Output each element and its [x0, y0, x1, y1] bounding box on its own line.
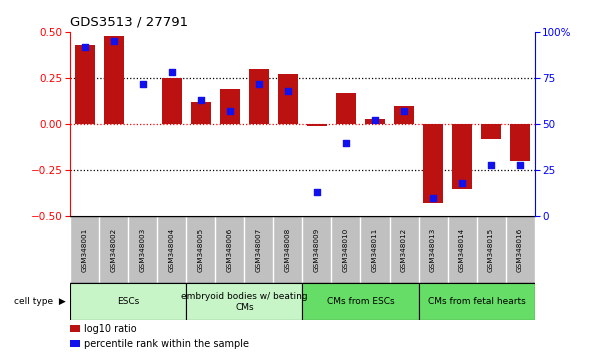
Text: GSM348011: GSM348011 — [372, 228, 378, 272]
Text: GSM348008: GSM348008 — [285, 228, 291, 272]
Bar — [249, 69, 269, 124]
Point — [109, 38, 119, 44]
Text: GSM348016: GSM348016 — [517, 228, 523, 272]
Text: GSM348007: GSM348007 — [256, 228, 262, 272]
Bar — [510, 124, 530, 161]
Text: GSM348003: GSM348003 — [140, 228, 146, 272]
Text: GSM348005: GSM348005 — [198, 228, 204, 272]
Bar — [365, 119, 385, 124]
Bar — [191, 102, 211, 124]
Point — [254, 81, 264, 86]
Bar — [336, 93, 356, 124]
Bar — [70, 284, 186, 320]
Text: GSM348014: GSM348014 — [459, 228, 465, 272]
Text: log10 ratio: log10 ratio — [84, 324, 137, 334]
Text: GSM348002: GSM348002 — [111, 228, 117, 272]
Bar — [75, 45, 95, 124]
Point — [167, 70, 177, 75]
Bar — [162, 78, 182, 124]
Bar — [394, 105, 414, 124]
Text: embryoid bodies w/ beating
CMs: embryoid bodies w/ beating CMs — [181, 292, 308, 312]
Text: GSM348009: GSM348009 — [314, 228, 320, 272]
Point — [225, 108, 235, 114]
Text: GSM348010: GSM348010 — [343, 228, 349, 272]
Bar — [423, 124, 443, 204]
Text: GDS3513 / 27791: GDS3513 / 27791 — [70, 16, 188, 29]
Bar — [452, 124, 472, 189]
Point — [312, 189, 322, 195]
Point — [138, 81, 148, 86]
Point — [196, 97, 206, 103]
Point — [515, 162, 525, 167]
Bar — [70, 340, 81, 347]
Text: percentile rank within the sample: percentile rank within the sample — [84, 339, 249, 349]
Point — [399, 108, 409, 114]
Point — [341, 140, 351, 145]
Text: GSM348012: GSM348012 — [401, 228, 407, 272]
Point — [80, 44, 90, 50]
Text: CMs from ESCs: CMs from ESCs — [327, 297, 394, 306]
Bar — [220, 89, 240, 124]
Point — [457, 180, 467, 186]
Text: GSM348015: GSM348015 — [488, 228, 494, 272]
Bar — [419, 284, 535, 320]
Bar — [307, 124, 327, 126]
Point — [486, 162, 496, 167]
Text: ESCs: ESCs — [117, 297, 139, 306]
Text: GSM348013: GSM348013 — [430, 228, 436, 272]
Text: CMs from fetal hearts: CMs from fetal hearts — [428, 297, 525, 306]
Bar — [302, 284, 419, 320]
Text: GSM348004: GSM348004 — [169, 228, 175, 272]
Text: GSM348006: GSM348006 — [227, 228, 233, 272]
Bar — [481, 124, 501, 139]
Bar — [104, 35, 124, 124]
Point — [370, 118, 380, 123]
Text: cell type  ▶: cell type ▶ — [14, 297, 65, 306]
Point — [428, 195, 438, 201]
Text: GSM348001: GSM348001 — [82, 228, 88, 272]
Point — [283, 88, 293, 94]
Bar — [186, 284, 302, 320]
Bar — [278, 74, 298, 124]
Bar — [70, 325, 81, 332]
